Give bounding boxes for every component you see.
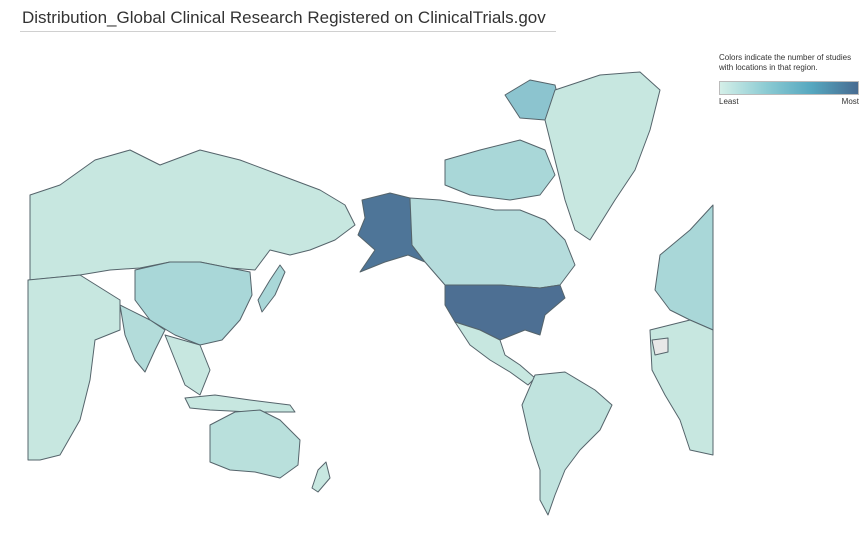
greenland [544,71,661,241]
western-sahara [651,337,669,356]
color-ramp [719,81,859,95]
arctic-islands [444,139,556,201]
legend-text: with locations in that region. [719,63,818,72]
russia [29,149,356,281]
max-label: Most [841,97,859,106]
europe [654,204,714,331]
alaska [357,192,426,273]
map-title: Distribution_Global Clinical Research Re… [22,8,546,27]
africa-east [649,319,714,456]
new-zealand [311,461,331,493]
southeast-asia [164,334,211,396]
australia [209,409,301,479]
legend: Colors indicate the number of studies wi… [719,53,864,106]
indonesia [184,394,296,413]
min-label: Least [719,97,739,106]
legend-text: Colors indicate the number of studies [719,53,852,62]
middle-east-africa-west [27,274,121,461]
south-america [521,371,613,516]
title-rule [20,31,556,32]
canada [409,197,576,289]
ramp-labels: Least Most [719,97,859,106]
japan [257,264,286,313]
india [119,304,166,373]
